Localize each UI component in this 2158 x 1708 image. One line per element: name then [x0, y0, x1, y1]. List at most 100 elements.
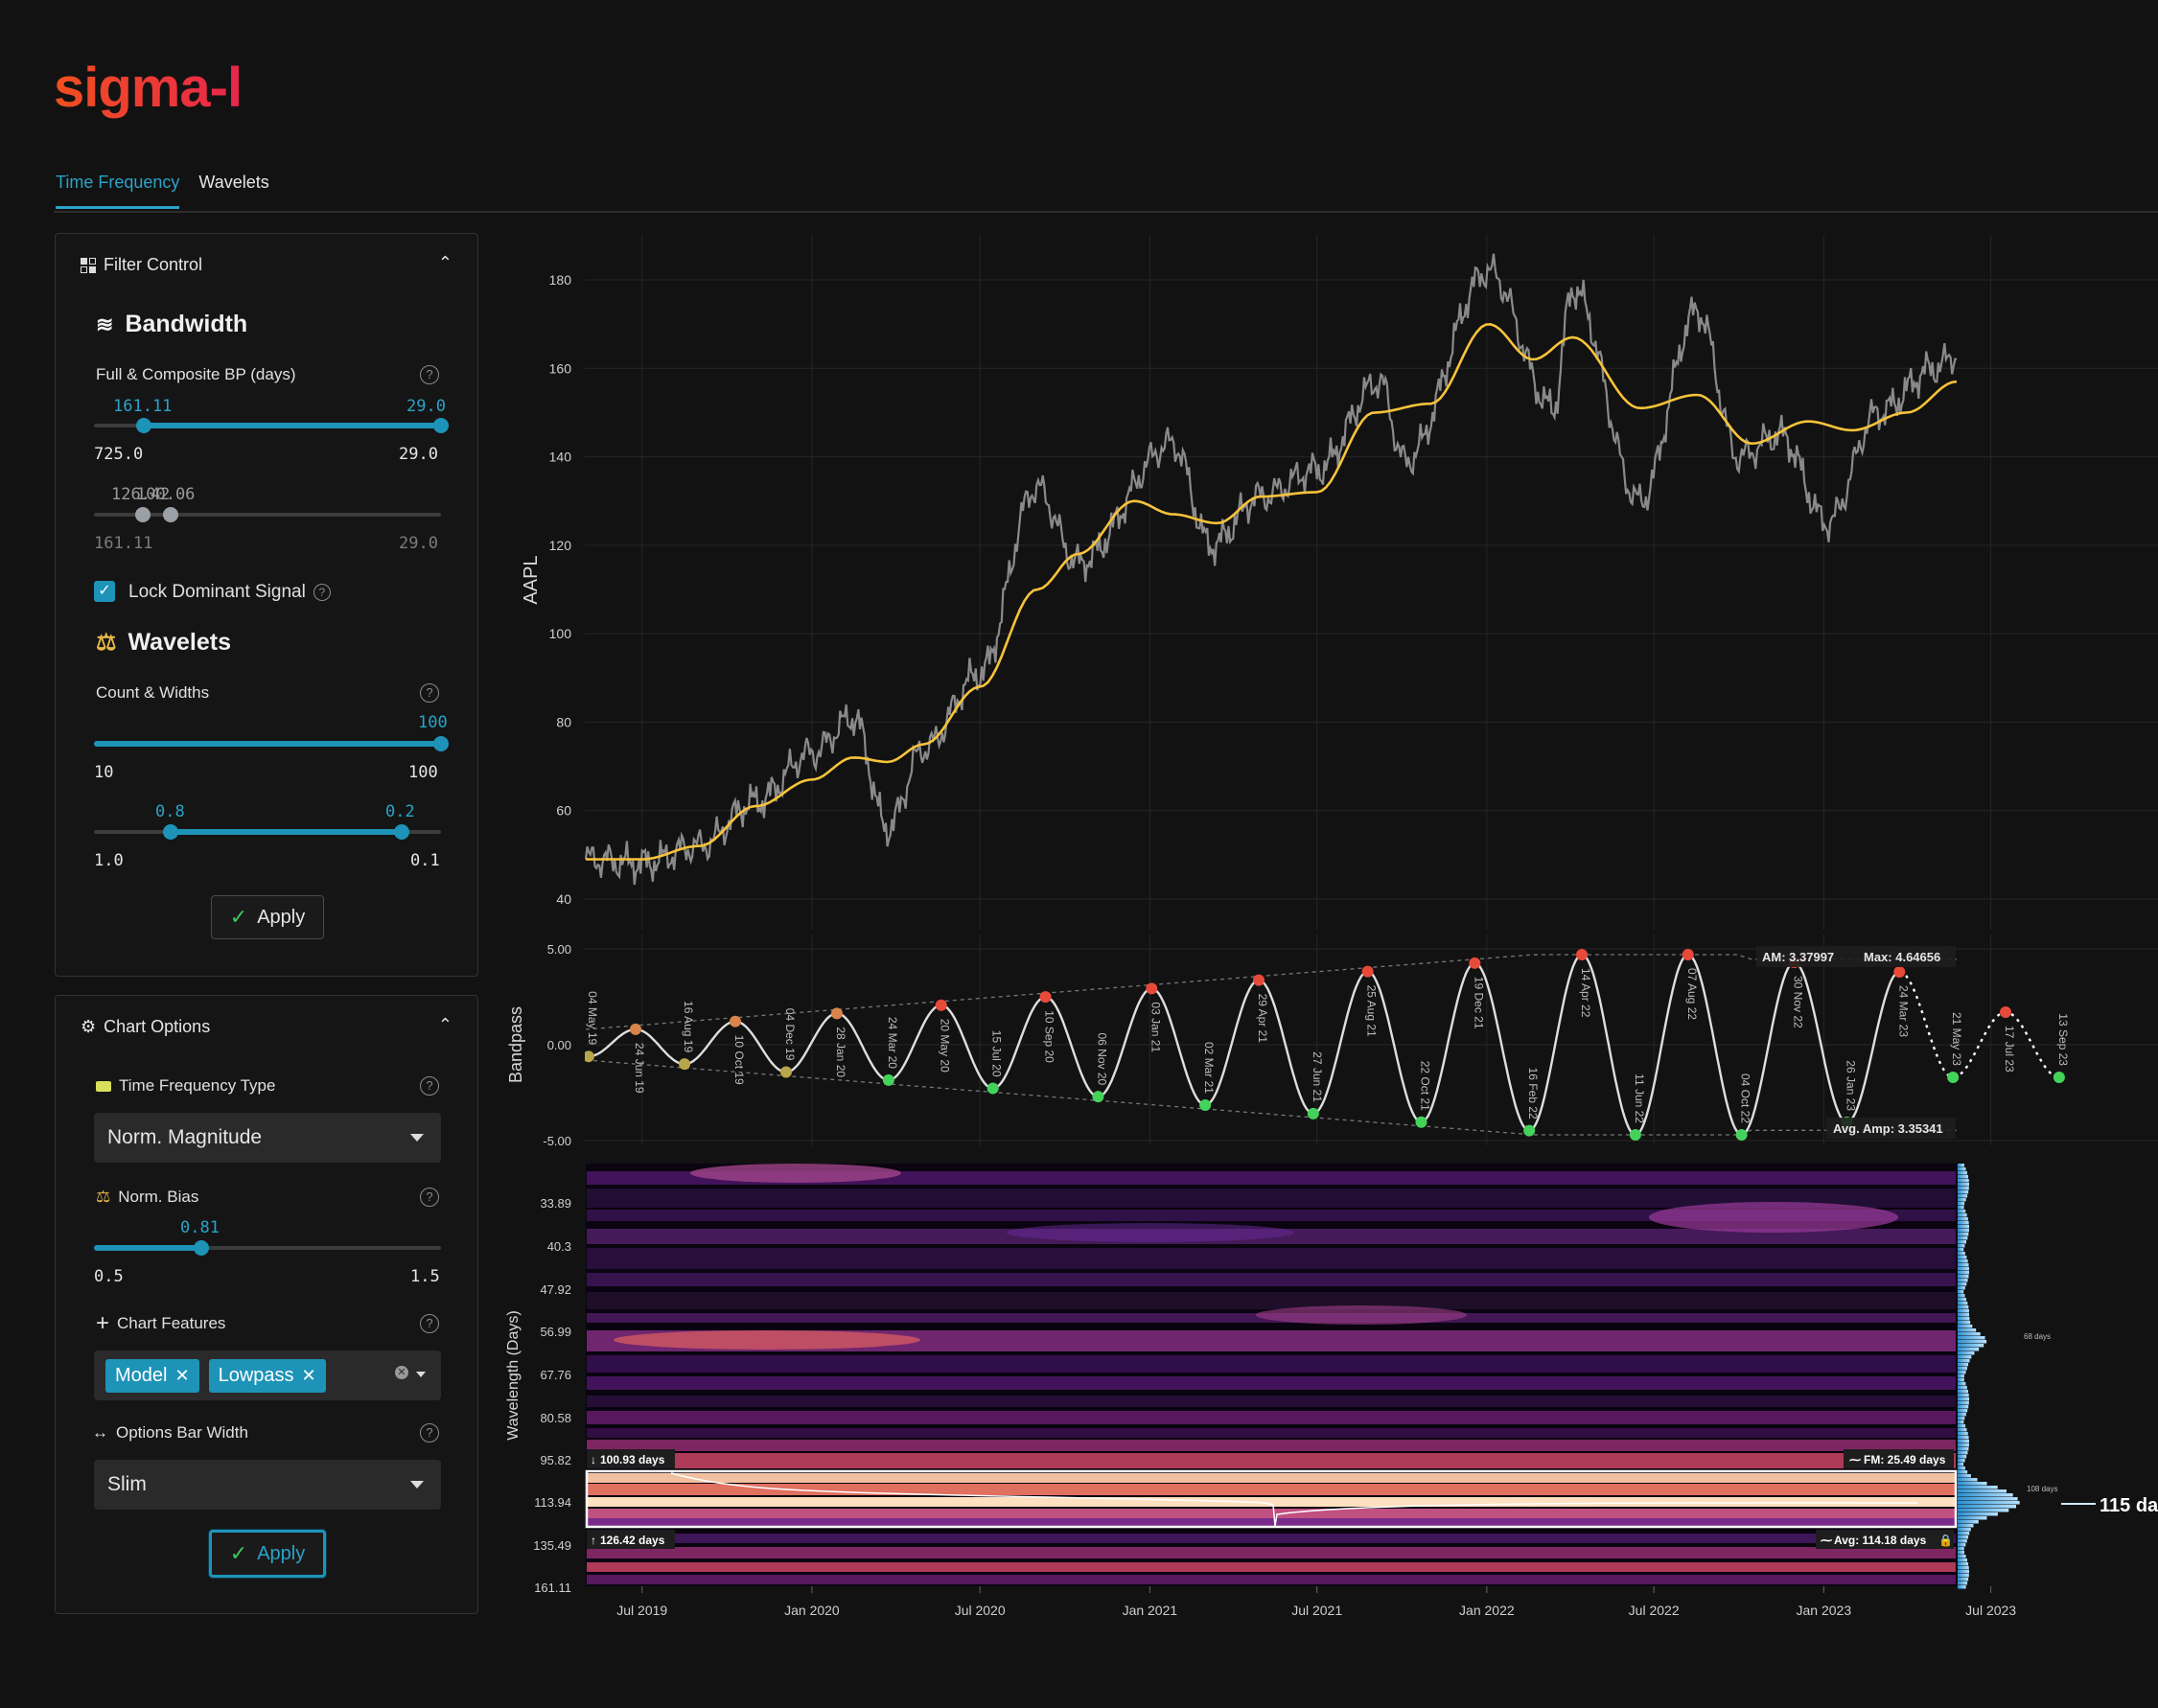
clear-icon[interactable]: ✕ [395, 1366, 408, 1379]
price-y-tick-label: 80 [556, 714, 571, 729]
wavelet-heatmap: 33.89 40.3 47.92 56.99 67.76 80.58 95.82 113.94… [505, 1164, 2158, 1618]
help-icon[interactable]: ? [313, 584, 331, 601]
chart-options-header[interactable]: ⚙ Chart Options [81, 1017, 210, 1037]
svg-text:⁓: ⁓ [1821, 1534, 1832, 1547]
x-tick-label: Jul 2023 [1965, 1603, 2016, 1618]
slider2-track[interactable] [94, 513, 441, 517]
slider2-value-b: 100.06 [136, 485, 196, 504]
histogram-bar [1958, 1340, 1987, 1344]
peak-marker [1576, 949, 1589, 960]
heatmap-y-tick-label: 56.99 [540, 1325, 571, 1339]
histogram-bar [1958, 1528, 1971, 1532]
model-series-line [586, 322, 1958, 861]
close-icon[interactable]: ✕ [301, 1365, 316, 1385]
grid-icon [81, 257, 96, 273]
help-icon[interactable]: ? [420, 365, 439, 384]
heatmap-y-tick-label: 33.89 [540, 1196, 571, 1211]
lock-dominant-checkbox[interactable]: ✓ [94, 581, 115, 602]
histogram-bar [1958, 1259, 1968, 1263]
histogram-bar [1958, 1359, 1970, 1363]
heatmap-hotspot [614, 1330, 920, 1350]
slider2-handle-a[interactable] [135, 507, 151, 522]
histogram-bar [1958, 1305, 1969, 1309]
histogram-bar [1958, 1397, 1969, 1401]
chart-options-apply-button[interactable]: ✓ Apply [209, 1530, 326, 1578]
price-gridlines [585, 235, 2158, 930]
histogram-bar [1958, 1198, 1966, 1202]
dominant-band-box[interactable] [585, 1469, 1958, 1529]
histogram-bar [1958, 1478, 1978, 1482]
bandpass-y-axis: 5.00 0.00 -5.00 [543, 942, 571, 1148]
scale-icon: ⚖ [96, 630, 117, 656]
trough-marker [2053, 1072, 2065, 1083]
tf-type-select[interactable]: Norm. Magnitude [94, 1113, 441, 1163]
help-icon[interactable]: ? [420, 1314, 439, 1333]
slider4-high-handle[interactable] [394, 824, 409, 840]
help-icon[interactable]: ? [420, 1423, 439, 1443]
histogram-bar [1958, 1167, 1966, 1171]
chip-model: Model ✕ [105, 1358, 199, 1393]
trough-marker [1199, 1098, 1212, 1111]
histogram-bar [1958, 1447, 1969, 1451]
histogram-bar [1958, 1409, 1968, 1413]
cycle-date-label: 26 Jan 23 [1844, 1060, 1857, 1111]
filter-control-title: Filter Control [104, 255, 203, 274]
histogram-bar [1958, 1290, 1964, 1294]
heatmap-band [587, 1210, 1956, 1221]
help-icon[interactable]: ? [420, 1076, 439, 1096]
options-bar-select[interactable]: Slim [94, 1460, 441, 1510]
tab-time-frequency[interactable]: Time Frequency [56, 173, 180, 209]
heatmap-y-tick-label: 47.92 [540, 1282, 571, 1297]
help-icon[interactable]: ? [420, 1188, 439, 1207]
heatmap-band [587, 1189, 1956, 1208]
histogram-bar [1958, 1578, 1969, 1581]
chevron-up-icon[interactable]: ⌃ [437, 253, 452, 272]
heatmap-y-label: Wavelength (Days) [505, 1310, 522, 1440]
slider1-low-handle[interactable] [136, 418, 151, 433]
peak-marker [1253, 974, 1265, 986]
am-annotation: AM: 3.37997 Max: 4.64656 [1756, 946, 1956, 967]
norm-bias-track[interactable] [94, 1246, 441, 1250]
help-icon[interactable]: ? [420, 683, 439, 703]
histogram-bar [1958, 1344, 1984, 1348]
histogram-bar [1958, 1252, 1965, 1256]
chevron-up-icon[interactable]: ⌃ [437, 1015, 452, 1034]
time-x-axis: Jul 2019 Jan 2020 Jul 2020 Jan 2021 Jul 2021… [616, 1586, 2016, 1618]
slider4-low-handle[interactable] [163, 824, 178, 840]
tab-wavelets[interactable]: Wavelets [198, 173, 269, 192]
histogram-bar [1958, 1363, 1969, 1367]
slider2-max: 29.0 [399, 534, 438, 553]
heatmap-band [587, 1411, 1956, 1424]
cycle-date-label: 24 Mar 23 [1896, 985, 1910, 1037]
caret-down-icon[interactable] [416, 1372, 426, 1377]
peak-marker [630, 1023, 641, 1035]
slider3-min: 10 [94, 763, 114, 782]
histogram-bar [1958, 1386, 1967, 1390]
peak-wavelength-label: 115 days [2100, 1495, 2158, 1516]
close-icon[interactable]: ✕ [174, 1365, 190, 1385]
cycle-date-label: 03 Jan 21 [1149, 1002, 1162, 1052]
slider1-high-handle[interactable] [433, 418, 449, 433]
norm-bias-handle[interactable] [194, 1240, 209, 1256]
heatmap-band [587, 1518, 1956, 1526]
slider4-max: 0.1 [410, 851, 440, 870]
histogram-bar [1958, 1520, 1979, 1524]
histogram-bar [1958, 1190, 1969, 1194]
chart-features-multiselect[interactable]: Model ✕ Lowpass ✕ ✕ [94, 1350, 441, 1400]
histogram-bar [1958, 1275, 1969, 1279]
arrows-horizontal-icon: ↔ [92, 1423, 108, 1442]
trough-marker [986, 1082, 999, 1095]
chart-features-label: Chart Features [117, 1314, 226, 1332]
slider2-handle-b[interactable] [163, 507, 178, 522]
heatmap-y-tick-label: 67.76 [540, 1368, 571, 1382]
avg-amp-annotation: Avg. Amp: 3.35341 [1826, 1118, 1956, 1139]
histogram-bar [1958, 1585, 1966, 1589]
histogram-bar [1958, 1187, 1969, 1190]
heatmap-y-tick-label: 135.49 [533, 1538, 571, 1553]
lock-icon[interactable]: 🔒 [1938, 1534, 1953, 1547]
filter-control-header[interactable]: Filter Control [81, 255, 202, 275]
slider3-handle[interactable] [433, 736, 449, 751]
histogram-bar [1958, 1566, 1969, 1570]
filter-apply-button[interactable]: ✓ Apply [211, 895, 324, 939]
